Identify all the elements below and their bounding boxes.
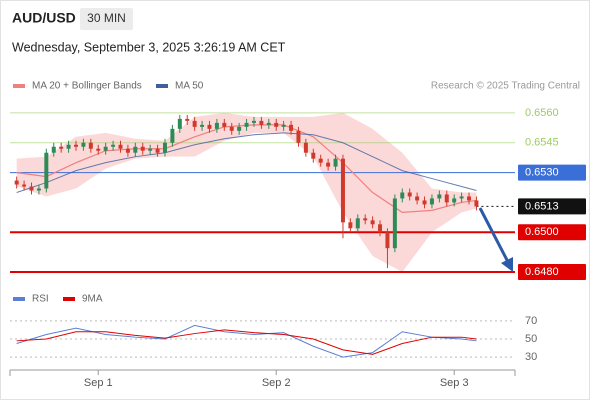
attribution: Research © 2025 Trading Central [431, 81, 580, 92]
candle-body [22, 184, 27, 187]
candle-body [207, 124, 212, 129]
rsi-tick-label: 50 [525, 333, 537, 345]
candle-body [370, 220, 375, 225]
legend-swatch [156, 84, 168, 88]
candle-body [407, 192, 412, 197]
legend-label: MA 50 [175, 81, 204, 92]
candle-body [118, 144, 123, 149]
candle-body [355, 218, 360, 229]
candle-body [281, 124, 286, 127]
legend-swatch [63, 297, 75, 301]
candle-body [266, 122, 271, 125]
candle-body [96, 148, 101, 151]
level-label: 0.6500 [525, 226, 559, 238]
timestamp: Wednesday, September 3, 2025 3:26:19 AM … [12, 40, 286, 54]
candle-body [29, 186, 34, 191]
interval-badge [80, 8, 133, 30]
symbol: AUD/USD [12, 10, 76, 26]
candle-body [311, 152, 316, 159]
candle-body [289, 124, 294, 131]
level-box [518, 198, 586, 215]
candle-body [429, 198, 434, 205]
legend-label: 9MA [82, 294, 103, 305]
candle-body [318, 158, 323, 163]
rsi-tick-label: 30 [525, 351, 537, 363]
x-tick-label: Sep 3 [440, 377, 469, 389]
candle-body [222, 122, 227, 127]
candle-body [333, 158, 338, 167]
candle-body [378, 224, 383, 233]
candle-body [340, 158, 345, 223]
moving-average [16, 132, 477, 193]
candle-body [422, 200, 427, 205]
candle-body [125, 148, 130, 153]
rsi-line [16, 329, 477, 355]
candle-body [103, 146, 108, 151]
level-box [518, 164, 586, 181]
legend-label: RSI [32, 294, 49, 305]
candle-body [133, 146, 138, 153]
candle-body [155, 148, 160, 153]
candle-body [59, 146, 64, 149]
candle-body [111, 144, 116, 147]
candle-body [140, 146, 145, 151]
candle-body [148, 148, 153, 151]
candle-body [251, 120, 256, 123]
candle-body [244, 122, 249, 127]
candle-body [200, 124, 205, 127]
forecast-arrow-head [501, 257, 513, 272]
rsi-line [16, 324, 477, 358]
candle-body [296, 130, 301, 143]
interval: 30 MIN [87, 11, 126, 25]
candle-body [229, 126, 234, 131]
level-label: 0.6560 [525, 107, 559, 119]
candle-body [452, 198, 457, 203]
candle-body [192, 120, 197, 127]
candle-body [237, 126, 242, 131]
x-tick-label: Sep 2 [262, 377, 291, 389]
candle-body [44, 152, 49, 189]
x-tick-label: Sep 1 [84, 377, 113, 389]
candle-body [474, 200, 479, 207]
candle-body [274, 122, 279, 127]
candle-body [51, 146, 56, 153]
candle-body [467, 196, 472, 201]
candle-body [170, 128, 175, 143]
candle-body [415, 196, 420, 201]
candle-body [73, 144, 78, 147]
level-label: 0.6530 [525, 167, 559, 179]
candle-body [88, 142, 93, 149]
level-label: 0.6545 [525, 137, 559, 149]
candle-body [385, 232, 390, 249]
candle-body [348, 222, 353, 229]
legend-swatch [13, 297, 25, 301]
candle-body [214, 122, 219, 129]
level-box [518, 224, 586, 241]
candle-body [177, 118, 182, 129]
candle-body [36, 188, 41, 191]
candle-body [437, 194, 442, 199]
candle-body [162, 142, 167, 153]
candle-body [303, 142, 308, 153]
candle-body [326, 162, 331, 167]
candle-body [185, 118, 190, 121]
level-label: 0.6513 [525, 200, 559, 212]
level-label: 0.6480 [525, 266, 559, 278]
legend-label: MA 20 + Bollinger Bands [32, 81, 142, 92]
candle-body [66, 144, 71, 149]
candle-body [392, 198, 397, 249]
candle-body [14, 180, 19, 185]
candle-body [400, 192, 405, 199]
candle-body [459, 196, 464, 199]
forecast-arrow [478, 207, 510, 263]
candle-body [363, 218, 368, 221]
candle-body [259, 120, 264, 125]
candle-body [444, 194, 449, 203]
legend-swatch [13, 84, 25, 88]
candle-body [81, 142, 86, 147]
level-box [518, 264, 586, 281]
rsi-tick-label: 70 [525, 315, 537, 327]
